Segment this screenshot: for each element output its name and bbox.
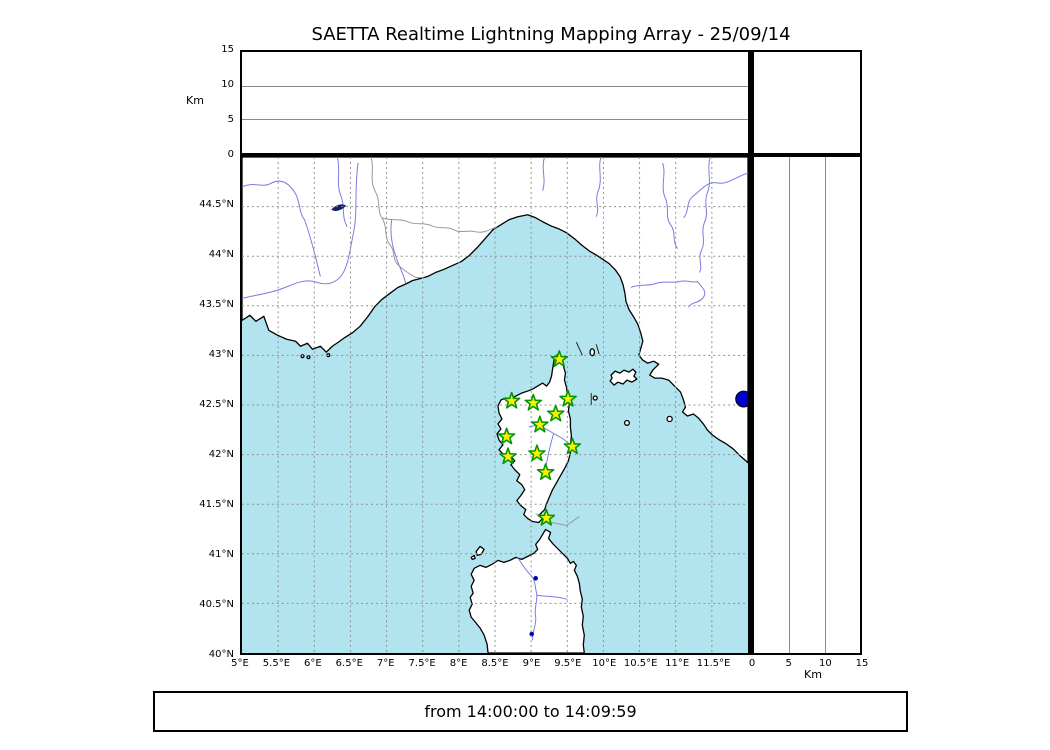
longitude-tick-label: 6°E: [304, 658, 322, 669]
latitude-tick-label: 40°N: [208, 649, 234, 660]
asinara-island: [475, 545, 485, 557]
data-markers: [497, 350, 748, 526]
latitude-tick-label: 41.5°N: [199, 499, 234, 510]
pianosa-island: [592, 395, 598, 401]
station-star-marker: [528, 444, 546, 462]
elba-island: [609, 368, 638, 386]
longitude-tick-label: 10°E: [592, 658, 617, 669]
longitude-tick-label: 5°E: [231, 658, 249, 669]
altitude-latitude-panel: [752, 155, 862, 655]
latitude-tick-label: 43°N: [208, 349, 234, 360]
station-star-marker: [550, 350, 569, 368]
page-title: SAETTA Realtime Lightning Mapping Array …: [311, 24, 791, 45]
altitude-tick-label: 0: [227, 149, 234, 160]
latitude-tick-label: 42°N: [208, 449, 234, 460]
sardinia-island: [468, 528, 585, 653]
latitude-tick-label: 42.5°N: [199, 399, 234, 410]
longitude-tick-label: 10.5°E: [623, 658, 658, 669]
time-window-text: from 14:00:00 to 14:09:59: [424, 702, 637, 721]
rivers-group: [242, 157, 748, 641]
altitude-tick-label: 5: [785, 658, 792, 669]
altitude-tick-label: 10: [818, 658, 832, 669]
capraia-island: [589, 348, 596, 357]
altitude-tick-label: 5: [227, 114, 234, 125]
station-star-marker: [524, 393, 543, 411]
station-star-marker: [502, 391, 521, 409]
latitude-tick-label: 44°N: [208, 249, 234, 260]
lake-serre-poncon: [331, 204, 347, 212]
altitude-gridline: [242, 119, 748, 121]
map-gridlines: [242, 157, 748, 653]
altitude-longitude-panel: [240, 50, 750, 155]
station-star-marker: [497, 427, 516, 445]
montecristo-island: [623, 419, 630, 426]
lakes-group: [331, 204, 538, 637]
hyeres-islet: [306, 355, 311, 360]
station-star-marker: [546, 404, 565, 422]
altitude-gridline: [789, 157, 791, 653]
chart-annotation-strokes: [575, 342, 600, 405]
thick-horizontal-separator: [240, 153, 862, 157]
altitude-tick-label: 15: [855, 658, 869, 669]
map-panel: [240, 155, 750, 655]
altitude-axis-label-top: Km: [186, 94, 204, 107]
altitude-tick-label: 15: [221, 44, 234, 55]
sardinia-lake: [529, 631, 534, 637]
longitude-tick-label: 5.5°E: [262, 658, 291, 669]
station-star-marker: [531, 415, 549, 433]
altitude-tick-label: 0: [748, 658, 756, 669]
latitude-tick-label: 44.5°N: [199, 199, 234, 210]
longitude-tick-label: 11.5°E: [696, 658, 731, 669]
mainland-coastline: [242, 157, 748, 464]
longitude-tick-label: 6.5°E: [335, 658, 363, 669]
station-star-marker: [563, 437, 582, 455]
giglio-island: [666, 415, 673, 423]
altitude-tick-label: 10: [221, 79, 234, 90]
longitude-tick-label: 8.5°E: [481, 658, 509, 669]
longitude-tick-label: 7°E: [376, 658, 395, 669]
longitude-tick-label: 9.5°E: [554, 658, 582, 669]
longitude-tick-label: 11°E: [665, 658, 690, 669]
time-window-box: from 14:00:00 to 14:09:59: [153, 691, 908, 732]
sardinia-lake: [533, 576, 538, 581]
longitude-tick-label: 7.5°E: [408, 658, 436, 669]
station-star-marker: [499, 447, 517, 465]
asinara-islet: [470, 554, 476, 561]
latitude-tick-label: 41°N: [208, 549, 234, 560]
longitude-tick-label: 8°E: [449, 658, 468, 669]
station-star-marker: [536, 463, 555, 481]
geographic-map: [242, 157, 748, 653]
thick-vertical-separator: [748, 50, 752, 655]
latitude-tick-label: 40.5°N: [199, 599, 234, 610]
longitude-tick-label: 9°E: [522, 658, 541, 669]
corner-panel: [752, 50, 862, 155]
lightning-source-marker: [735, 390, 748, 408]
latitude-tick-label: 43.5°N: [199, 299, 234, 310]
station-star-marker: [537, 508, 556, 526]
corsica-island: [496, 354, 573, 524]
altitude-gridline: [824, 157, 826, 653]
altitude-gridline: [242, 85, 748, 87]
landmass-group: [242, 157, 748, 653]
station-star-marker: [559, 389, 577, 407]
altitude-axis-label-right: Km: [804, 668, 822, 681]
